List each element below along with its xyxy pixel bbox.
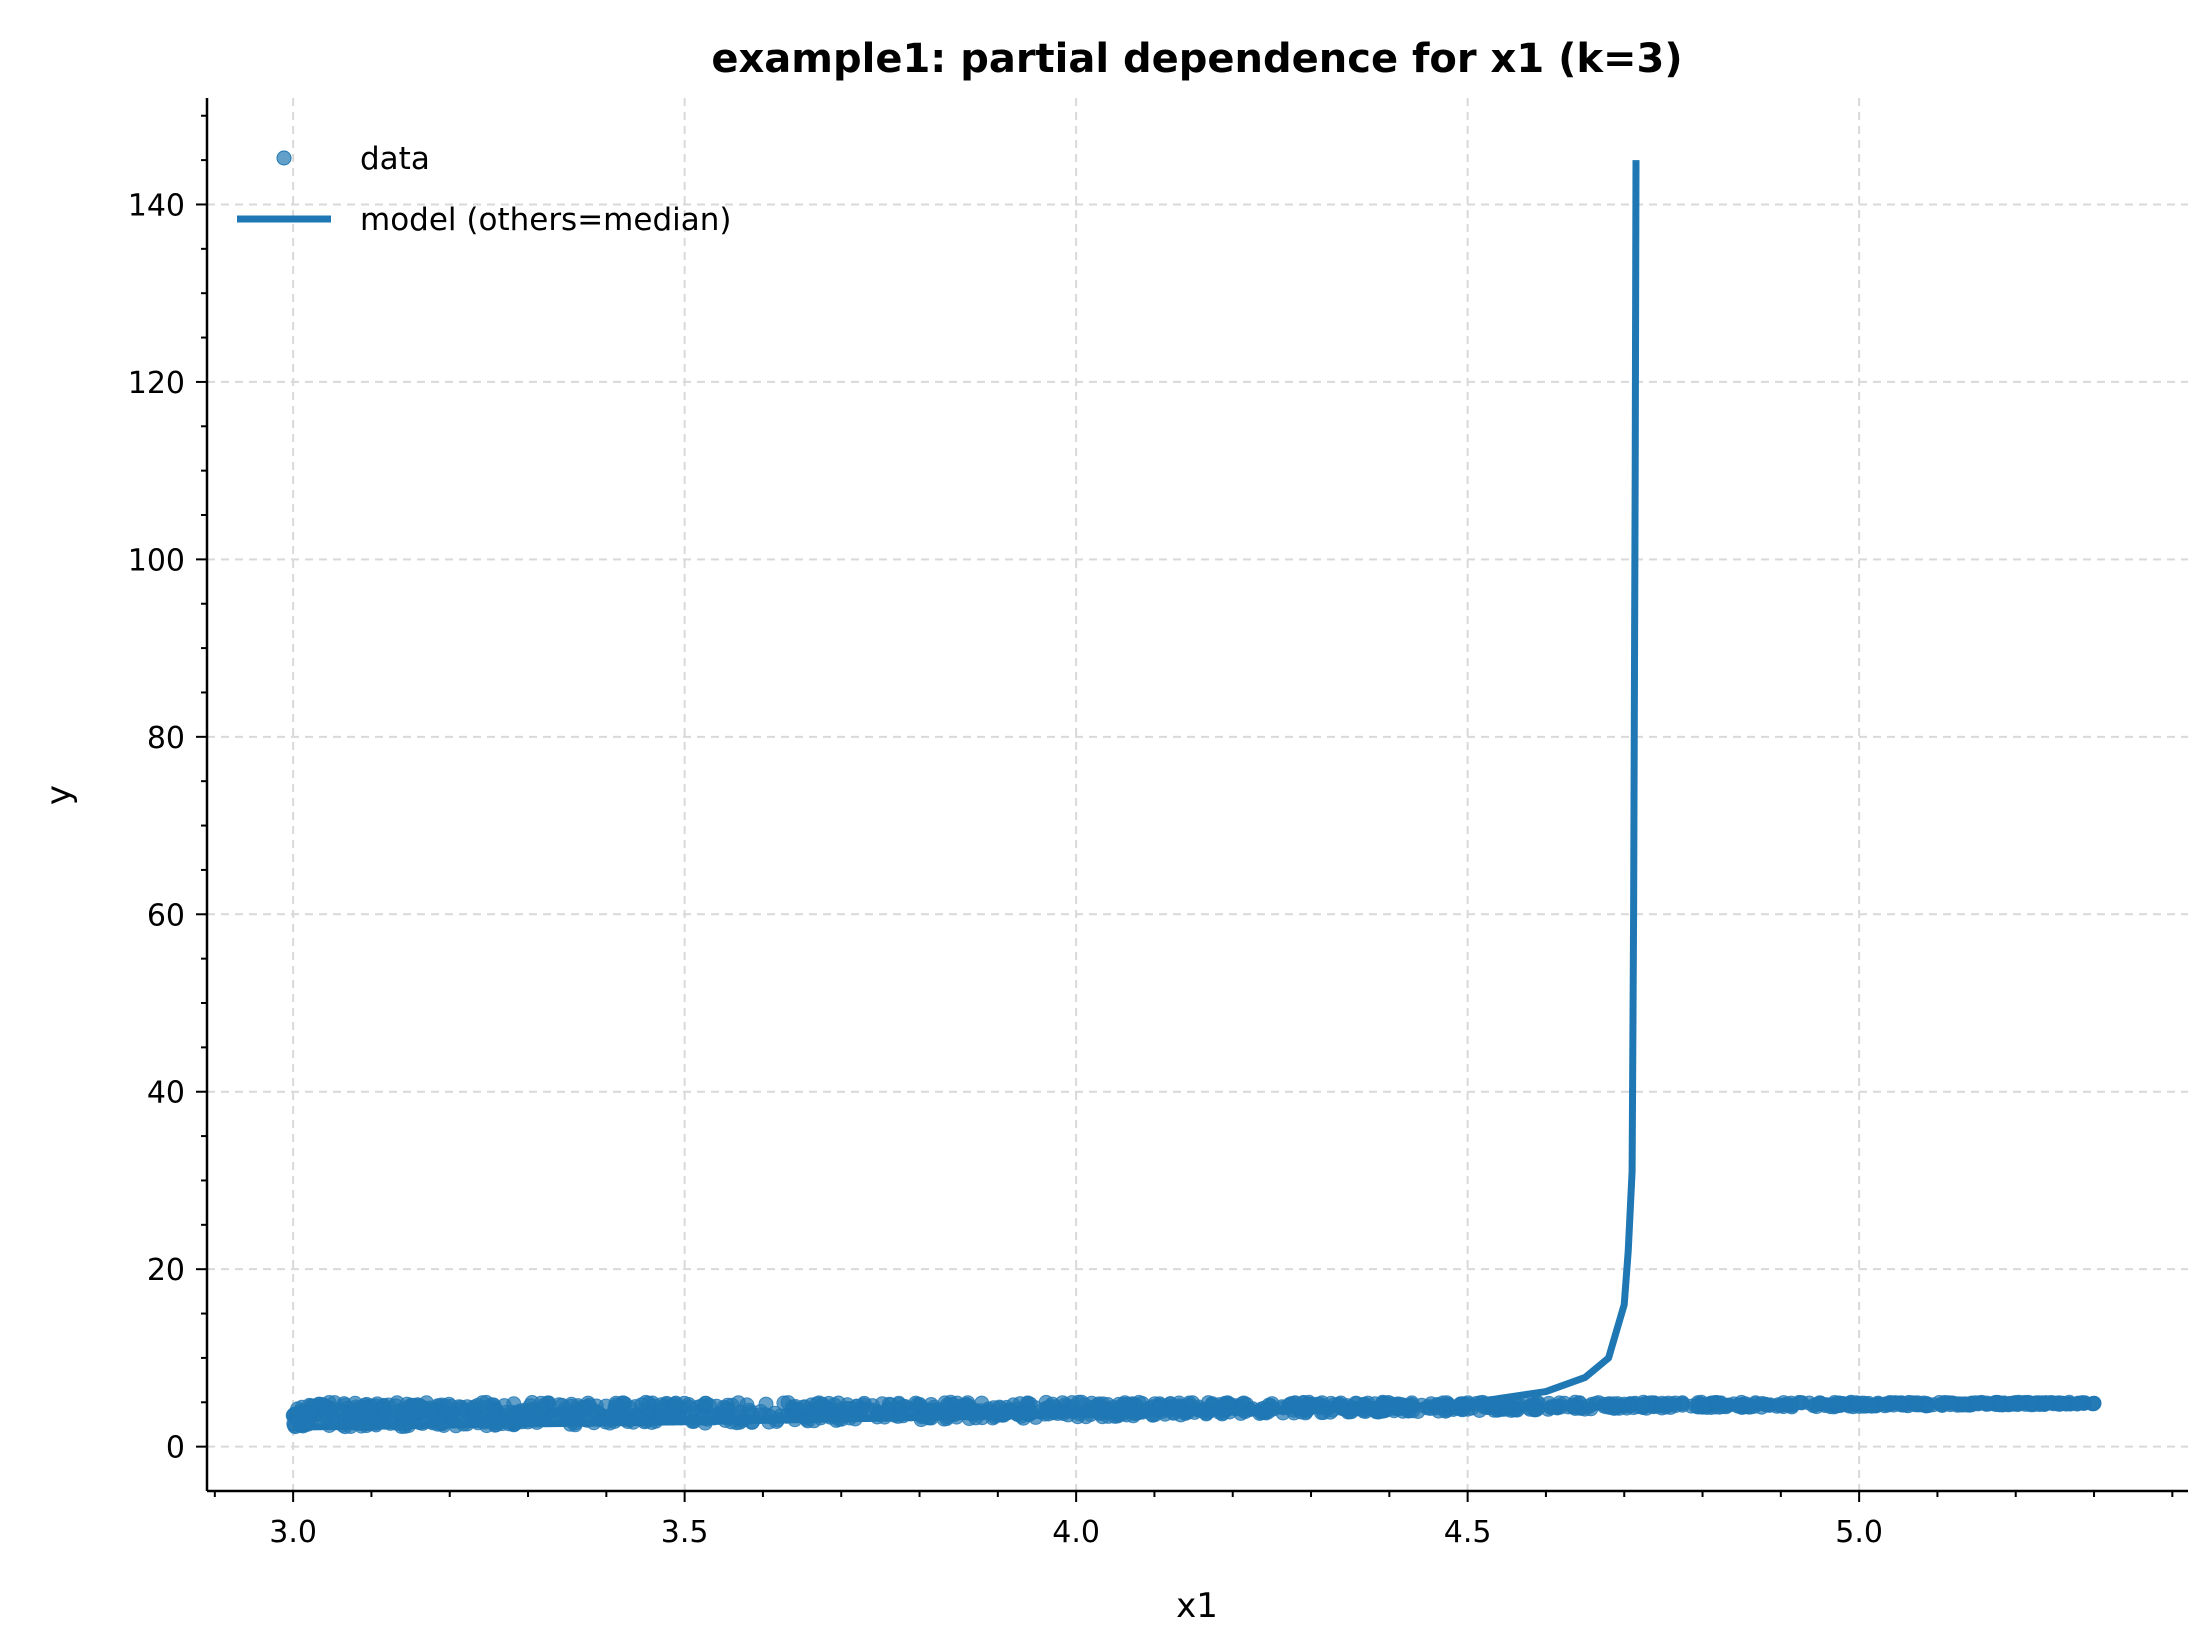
x-tick-label: 4.0	[1052, 1515, 1100, 1550]
data-point	[1934, 1398, 1950, 1413]
y-tick-label: 60	[147, 898, 185, 933]
data-point	[1045, 1396, 1060, 1412]
data-point	[533, 1403, 549, 1419]
data-point	[697, 1395, 713, 1411]
ticks-layer: 3.0 3.5 4.0 4.5 5.0 0 20 40 60 80 100 120 140	[128, 114, 2174, 1550]
legend: data model (others=median)	[237, 141, 732, 238]
data-point	[504, 1404, 520, 1420]
data-point	[1134, 1396, 1150, 1411]
y-tick-label: 120	[128, 366, 185, 401]
data-point	[2070, 1395, 2086, 1411]
data-point	[668, 1395, 684, 1411]
legend-data-label: data	[360, 141, 430, 177]
y-tick-label: 0	[166, 1431, 185, 1466]
data-point	[795, 1399, 811, 1415]
x-tick-label: 3.5	[661, 1515, 709, 1550]
data-point	[303, 1404, 319, 1419]
data-point	[361, 1408, 377, 1424]
data-point	[1634, 1397, 1650, 1413]
data-point	[653, 1397, 669, 1413]
data-point	[557, 1401, 573, 1417]
grid-layer	[207, 98, 2188, 1491]
data-point	[1517, 1396, 1533, 1412]
data-point	[811, 1395, 827, 1411]
data-point	[1812, 1395, 1828, 1411]
data-point	[608, 1397, 624, 1413]
data-point	[576, 1400, 592, 1416]
data-point	[1608, 1400, 1624, 1416]
legend-data-marker	[276, 150, 292, 166]
data-point	[1849, 1395, 1865, 1411]
data-point	[478, 1400, 494, 1416]
legend-model-label: model (others=median)	[360, 202, 732, 238]
data-point	[1968, 1395, 1984, 1411]
model-line	[293, 160, 1640, 1431]
data-point	[2023, 1395, 2039, 1411]
data-point	[861, 1402, 876, 1418]
data-point	[908, 1395, 924, 1411]
data-point	[341, 1410, 357, 1425]
model-layer	[293, 160, 1640, 1431]
data-point	[1827, 1395, 1843, 1410]
y-tick-label: 80	[147, 721, 185, 756]
y-tick-label: 40	[147, 1076, 185, 1111]
data-point	[2055, 1395, 2071, 1411]
x-axis-label: x1	[1176, 1586, 1218, 1626]
data-point	[1865, 1398, 1881, 1414]
chart-title: example1: partial dependence for x1 (k=3…	[711, 36, 1682, 82]
data-point	[399, 1396, 415, 1412]
data-point	[2039, 1395, 2055, 1411]
x-tick-label: 4.5	[1444, 1515, 1492, 1550]
x-tick-label: 5.0	[1835, 1515, 1883, 1550]
data-point	[1184, 1395, 1200, 1411]
data-point	[1675, 1397, 1690, 1413]
data-point	[1757, 1396, 1773, 1412]
data-point	[2086, 1395, 2102, 1411]
data-point	[441, 1396, 457, 1412]
data-layer	[285, 1394, 2102, 1435]
data-point	[1547, 1399, 1562, 1415]
data-point	[1783, 1395, 1799, 1411]
data-point	[412, 1398, 428, 1414]
y-axis-label: y	[39, 785, 79, 805]
y-tick-label: 20	[147, 1253, 185, 1288]
data-point	[1907, 1397, 1923, 1413]
x-tick-label: 3.0	[269, 1515, 317, 1550]
data-point	[1992, 1397, 2008, 1413]
y-tick-label: 140	[128, 188, 185, 223]
data-point	[289, 1408, 305, 1424]
y-tick-label: 100	[128, 543, 185, 578]
data-point	[1567, 1401, 1583, 1416]
data-point	[1730, 1398, 1746, 1414]
data-point	[1697, 1398, 1713, 1414]
axes-layer	[205, 98, 2188, 1493]
